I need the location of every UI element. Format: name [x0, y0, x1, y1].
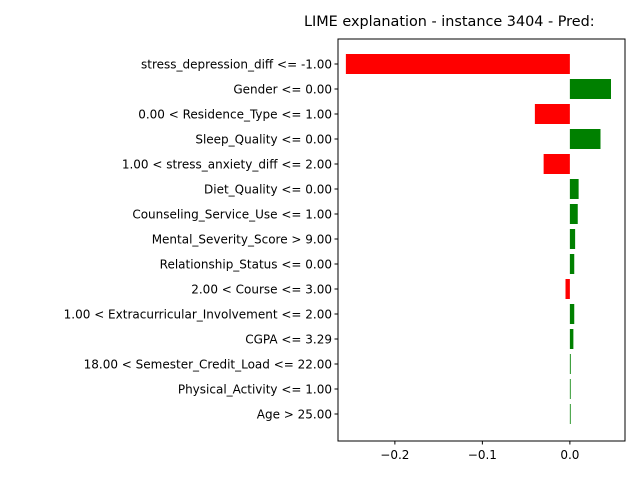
y-tick-label: 2.00 < Course <= 3.00 [191, 282, 332, 296]
y-tick-label: Physical_Activity <= 1.00 [178, 382, 332, 396]
y-tick-label: Sleep_Quality <= 0.00 [195, 132, 332, 146]
bar-3 [569, 129, 601, 149]
bar-4 [543, 154, 570, 174]
x-tick-label: −0.1 [468, 448, 497, 462]
y-tick-label: Age > 25.00 [257, 407, 332, 421]
y-tick-label: Diet_Quality <= 0.00 [204, 182, 332, 196]
x-axis: −0.2 −0.1 0.0 [380, 441, 579, 462]
bar-2 [534, 104, 570, 124]
y-tick-label: CGPA <= 3.29 [245, 332, 332, 346]
plot-frame [337, 38, 626, 442]
bar-13 [569, 379, 571, 399]
y-axis: stress_depression_diff <= -1.00 Gender <=… [64, 57, 338, 421]
chart-title: LIME explanation - instance 3404 - Pred: [304, 14, 595, 30]
bar-12 [569, 354, 571, 374]
y-tick-label: 0.00 < Residence_Type <= 1.00 [138, 107, 332, 121]
y-tick-label: 1.00 < Extracurricular_Involvement <= 2.… [64, 307, 332, 321]
bars-group [345, 54, 611, 424]
y-tick-label: stress_depression_diff <= -1.00 [141, 57, 332, 71]
bar-14 [569, 404, 571, 424]
bar-11 [569, 329, 574, 349]
y-tick-label: Gender <= 0.00 [233, 82, 332, 96]
bar-5 [569, 179, 579, 199]
y-tick-label: Relationship_Status <= 0.00 [160, 257, 332, 271]
x-tick-label: −0.2 [380, 448, 409, 462]
bar-0 [345, 54, 570, 74]
bar-1 [569, 79, 611, 99]
y-tick-label: 18.00 < Semester_Credit_Load <= 22.00 [84, 357, 332, 371]
y-tick-label: 1.00 < stress_anxiety_diff <= 2.00 [122, 157, 332, 171]
y-tick-label: Mental_Severity_Score > 9.00 [152, 232, 332, 246]
bar-7 [569, 229, 576, 249]
bar-8 [569, 254, 575, 274]
bar-9 [565, 279, 570, 299]
bar-6 [569, 204, 578, 224]
x-tick-label: 0.0 [560, 448, 579, 462]
y-tick-label: Counseling_Service_Use <= 1.00 [132, 207, 332, 221]
bar-10 [569, 304, 575, 324]
